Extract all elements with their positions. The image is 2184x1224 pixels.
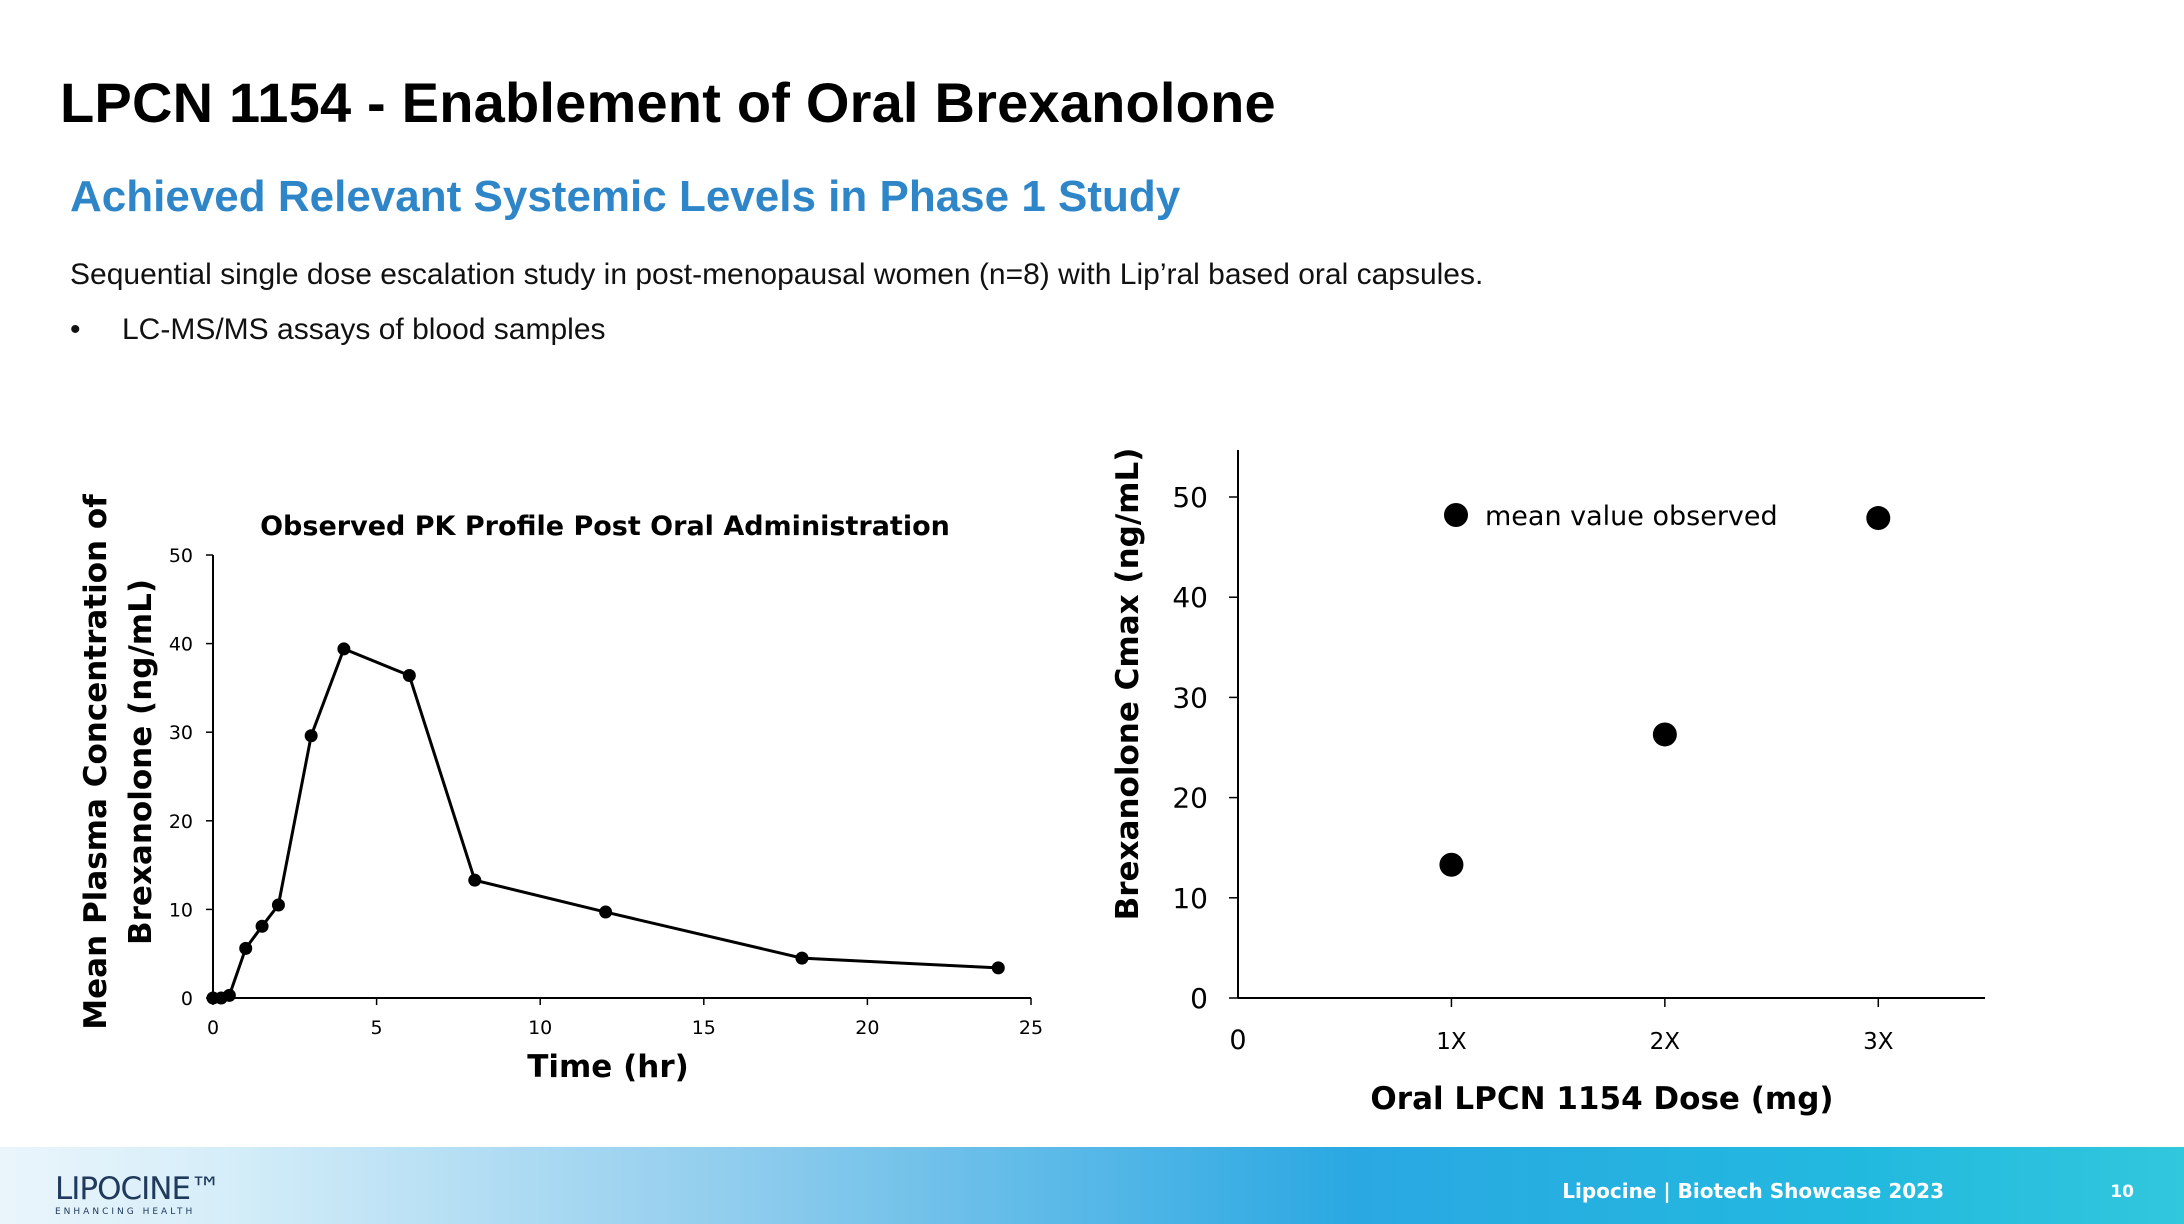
x-tick-label: 20: [855, 1017, 879, 1039]
y-tick-label: 30: [169, 722, 193, 744]
x-tick-label: 2X: [1650, 1029, 1681, 1055]
y-tick-label: 40: [169, 634, 193, 656]
data-point: [337, 642, 351, 656]
logo-tagline: ENHANCING HEALTH: [55, 1207, 196, 1217]
x-tick-label: 0: [1229, 1025, 1246, 1056]
y-tick-label: 20: [169, 811, 193, 833]
data-point: [1652, 722, 1677, 747]
x-tick-label: 5: [371, 1017, 383, 1039]
cmax-dose-chart: 0 10 20 30 40 50 0 1X 2X 3X Oral LPCN 1154 Dose (m…: [1110, 448, 1985, 1117]
x-tick-label: 25: [1019, 1017, 1043, 1039]
y-tick-label: 30: [1172, 681, 1208, 714]
bullet-item: • LC-MS/MS assays of blood samples: [70, 313, 606, 347]
slide-title: LPCN 1154 - Enablement of Oral Brexanolo…: [60, 71, 1276, 134]
page-number: 10: [2110, 1182, 2134, 1202]
data-point: [599, 905, 613, 919]
y-tick-label: 50: [169, 545, 193, 567]
data-point: [304, 729, 318, 743]
pk-profile-chart: Observed PK Profile Post Oral Administra…: [78, 494, 1043, 1085]
data-point: [255, 919, 269, 933]
slide-subtitle: Achieved Relevant Systemic Levels in Pha…: [70, 172, 1181, 221]
footer-text: Lipocine | Biotech Showcase 2023: [1562, 1179, 1944, 1203]
data-point: [1866, 506, 1891, 531]
data-point: [991, 961, 1005, 975]
x-tick-label: 10: [528, 1017, 552, 1039]
bullet-text: LC-MS/MS assays of blood samples: [122, 313, 606, 346]
y-axis-label: Brexanolone Cmax (ng/mL): [1110, 448, 1146, 921]
y-tick-label: 40: [1172, 581, 1208, 614]
x-tick-label: 0: [207, 1017, 219, 1039]
footer-bar: LIPOCINE™ ENHANCING HEALTH Lipocine | Bi…: [0, 1147, 2184, 1224]
data-point: [1439, 852, 1464, 877]
y-tick-label: 50: [1172, 481, 1208, 514]
y-tick-label: 10: [169, 899, 193, 921]
data-point: [239, 941, 253, 955]
y-tick-label: 20: [1172, 782, 1208, 815]
y-tick-label: 0: [1190, 982, 1208, 1015]
data-point: [795, 951, 809, 965]
study-description: Sequential single dose escalation study …: [70, 258, 1484, 291]
data-point: [271, 898, 285, 912]
x-tick-label: 3X: [1863, 1029, 1894, 1055]
x-tick-label: 15: [692, 1017, 716, 1039]
x-axis-label: Oral LPCN 1154 Dose (mg): [1370, 1081, 1833, 1117]
legend-marker: [1444, 503, 1468, 527]
x-axis-label: Time (hr): [527, 1049, 689, 1085]
y-axis-label-line2: Brexanolone (ng/mL): [123, 579, 159, 945]
x-tick-label: 1X: [1436, 1029, 1467, 1055]
data-point: [402, 668, 416, 682]
y-tick-label: 0: [181, 988, 193, 1010]
y-tick-label: 10: [1172, 882, 1208, 915]
data-point: [468, 873, 482, 887]
bullet-marker: •: [70, 313, 81, 346]
company-logo: LIPOCINE™: [55, 1171, 221, 1207]
y-axis-label-line1: Mean Plasma Concentration of: [78, 494, 114, 1030]
chart-title: Observed PK Profile Post Oral Administra…: [260, 511, 950, 542]
legend-label: mean value observed: [1485, 501, 1778, 532]
series-line: [213, 646, 999, 1000]
data-point: [222, 988, 236, 1002]
